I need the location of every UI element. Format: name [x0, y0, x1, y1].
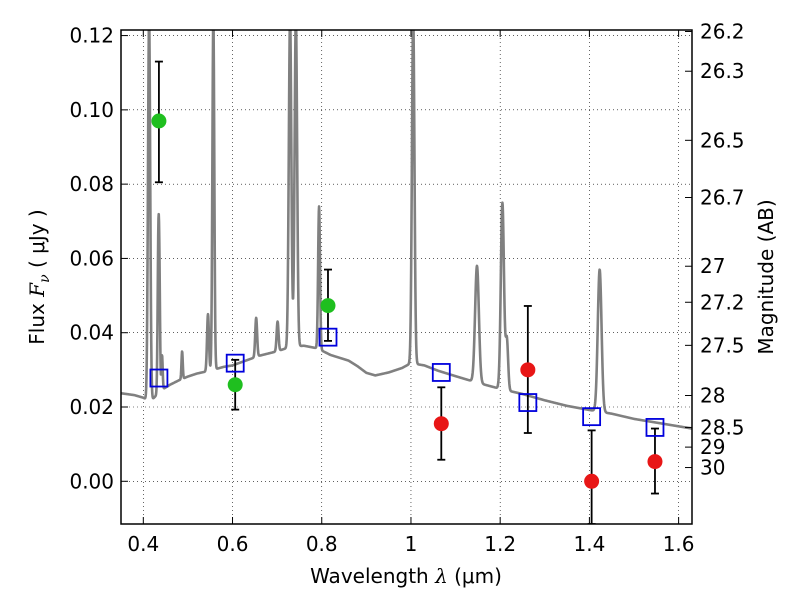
- y-tick-label: 0.00: [69, 469, 114, 493]
- y-tick-label: 0.12: [69, 24, 114, 48]
- x-tick-label: 0.6: [217, 532, 249, 556]
- magnitude-tick-label: 30: [700, 456, 725, 480]
- magnitude-tick-label: 27.5: [700, 333, 745, 357]
- magnitude-tick-label: 26.3: [700, 59, 745, 83]
- model-spectrum-layer: [121, 30, 692, 430]
- y-tick-label: 0.06: [69, 246, 114, 270]
- x-tick-label: 0.8: [306, 532, 338, 556]
- tick-labels: 0.4 0.6 0.8 1 1.2 1.4 1.6 0.00 0.02 0.04 0.06 0.08 0…: [69, 19, 744, 556]
- axis-ticks: [121, 30, 692, 524]
- magnitude-tick-label: 26.7: [700, 186, 745, 210]
- model-photometry-marker: [318, 327, 338, 347]
- y-tick-label: 0.02: [69, 395, 114, 419]
- y-axis-label: Flux Fν ( μJy ): [25, 209, 53, 344]
- data-point-marker: [151, 113, 167, 129]
- magnitude-tick-label: 29: [700, 435, 725, 459]
- model-spectrum-line: [121, 30, 692, 430]
- y-tick-label: 0.08: [69, 172, 114, 196]
- model-photometry-marker: [518, 393, 538, 412]
- y-axis-right-label: Magnitude (AB): [754, 199, 778, 354]
- x-tick-label: 1.6: [663, 532, 695, 556]
- data-points-layer: [149, 60, 665, 524]
- data-point-marker: [320, 298, 336, 314]
- x-tick-label: 1.2: [484, 532, 516, 556]
- x-axis-label: Wavelength λ (μm): [310, 564, 502, 588]
- data-point-marker: [584, 473, 600, 489]
- model-photometry-marker: [645, 418, 665, 437]
- data-point-marker: [433, 416, 449, 432]
- magnitude-tick-label: 26.5: [700, 128, 745, 152]
- data-point-marker: [647, 454, 663, 470]
- data-point-marker: [520, 362, 536, 378]
- model-photometry-marker: [149, 368, 169, 388]
- model-photometry-marker: [431, 363, 451, 382]
- magnitude-tick-label: 28: [700, 383, 725, 407]
- x-tick-label: 0.4: [127, 532, 159, 556]
- model-photometry-marker: [225, 353, 245, 373]
- data-point-marker: [227, 377, 243, 393]
- magnitude-tick-label: 26.2: [700, 19, 745, 43]
- magnitude-tick-label: 27: [700, 254, 725, 278]
- model-photometry-marker: [582, 407, 602, 427]
- y-tick-label: 0.04: [69, 321, 114, 345]
- y-tick-label: 0.10: [69, 98, 114, 122]
- x-tick-label: 1.4: [573, 532, 605, 556]
- x-tick-label: 1: [405, 532, 418, 556]
- plot-frame: [120, 29, 693, 525]
- magnitude-tick-label: 28.5: [700, 415, 745, 439]
- magnitude-tick-label: 27.2: [700, 290, 745, 314]
